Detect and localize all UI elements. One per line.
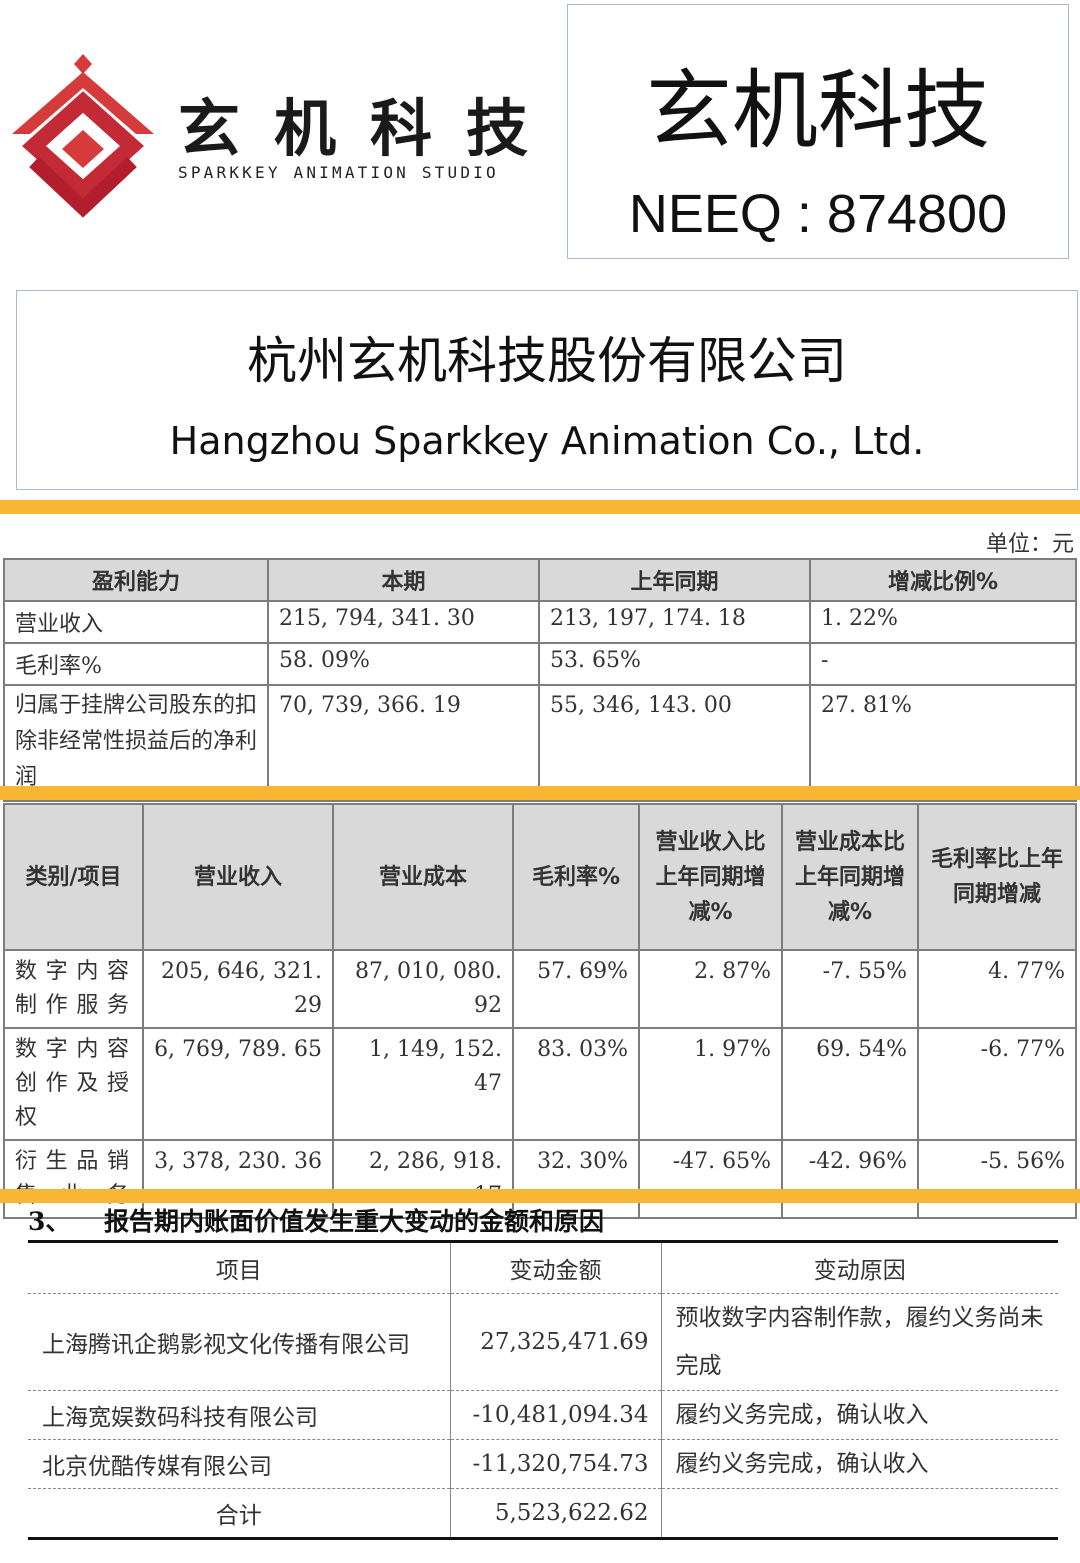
table-cell: -7. 55% xyxy=(781,949,919,1029)
table-row: 北京优酷传媒有限公司 -11,320,754.73 履约义务完成，确认收入 xyxy=(28,1439,1058,1489)
section-number: 3、 xyxy=(28,1207,71,1236)
table-row: 毛利率% 58. 09% 53. 65% - xyxy=(3,642,1077,686)
table-cell: 70, 739, 366. 19 xyxy=(267,684,540,802)
table-cell: 32. 30% xyxy=(512,1139,640,1219)
company-name-chinese: 杭州玄机科技股份有限公司 xyxy=(247,332,847,390)
company-name-box: 玄机科技 NEEQ : 874800 xyxy=(567,4,1069,259)
header-cell: 毛利率% xyxy=(512,803,640,951)
row-label: 数字内容创作及授权 xyxy=(3,1027,144,1141)
table-row: 数字内容制作服务 205, 646, 321. 29 87, 010, 080.… xyxy=(3,949,1077,1029)
stock-code: NEEQ : 874800 xyxy=(628,184,1008,244)
table-header-row: 项目 变动金额 变动原因 xyxy=(28,1241,1058,1294)
row-label: 数字内容制作服务 xyxy=(3,949,144,1029)
table-cell: 55, 346, 143. 00 xyxy=(538,684,811,802)
total-label: 合计 xyxy=(215,1503,262,1529)
table-cell: 3, 378, 230. 36 xyxy=(142,1139,334,1219)
table-cell: 205, 646, 321. 29 xyxy=(142,949,334,1029)
table-cell xyxy=(660,1488,1058,1539)
table-cell: 213, 197, 174. 18 xyxy=(538,600,811,644)
header-cell: 项目 xyxy=(28,1241,450,1294)
table-cell: 57. 69% xyxy=(512,949,640,1029)
row-label: 北京优酷传媒有限公司 xyxy=(28,1439,450,1489)
header-cell: 类别/项目 xyxy=(3,803,144,951)
table-cell: 履约义务完成，确认收入 xyxy=(660,1390,1058,1440)
table-row: 上海宽娱数码科技有限公司 -10,481,094.34 履约义务完成，确认收入 xyxy=(28,1390,1058,1440)
table-cell: 215, 794, 341. 30 xyxy=(267,600,540,644)
unit-label: 单位：元 xyxy=(985,532,1074,557)
table-cell: 83. 03% xyxy=(512,1027,640,1141)
company-name-english: Hangzhou Sparkkey Animation Co., Ltd. xyxy=(169,419,925,463)
table-cell: 1. 22% xyxy=(809,600,1077,644)
header-cell: 本期 xyxy=(267,558,540,602)
table-cell: 1, 149, 152. 47 xyxy=(332,1027,514,1141)
header-cell: 营业成本比上年同期增减% xyxy=(781,803,919,951)
total-row: 合计 5,523,622.62 xyxy=(28,1488,1058,1539)
profitability-table: 盈利能力 本期 上年同期 增减比例% 营业收入 215, 794, 341. 3… xyxy=(3,558,1077,802)
header-cell: 毛利率比上年同期增减 xyxy=(917,803,1077,951)
table-cell: 87, 010, 080. 92 xyxy=(332,949,514,1029)
table-header-row: 盈利能力 本期 上年同期 增减比例% xyxy=(3,558,1077,602)
row-label: 衍生品销售业务 xyxy=(3,1139,144,1219)
section-title: 报告期内账面价值发生重大变动的金额和原因 xyxy=(104,1207,605,1236)
table-cell: 4. 77% xyxy=(917,949,1077,1029)
header-cell: 营业收入比上年同期增减% xyxy=(638,803,783,951)
table-header-row: 类别/项目 营业收入 营业成本 毛利率% 营业收入比上年同期增减% 营业成本比上… xyxy=(3,803,1077,951)
table-cell: 69. 54% xyxy=(781,1027,919,1141)
table-cell: -10,481,094.34 xyxy=(449,1390,661,1440)
table-cell: -42. 96% xyxy=(781,1139,919,1219)
row-label: 毛利率% xyxy=(3,642,269,686)
table-cell: -6. 77% xyxy=(917,1027,1077,1141)
total-value: 5,523,622.62 xyxy=(449,1488,661,1539)
divider-bar xyxy=(0,786,1080,800)
row-label: 上海宽娱数码科技有限公司 xyxy=(28,1390,450,1440)
header-cell: 变动原因 xyxy=(660,1241,1058,1294)
table-cell: 2, 286, 918. 17 xyxy=(332,1139,514,1219)
table-row: 归属于挂牌公司股东的扣除非经常性损益后的净利润 70, 739, 366. 19… xyxy=(3,684,1077,802)
table-cell: - xyxy=(809,642,1077,686)
table-cell: 53. 65% xyxy=(538,642,811,686)
table-cell: -47. 65% xyxy=(638,1139,783,1219)
header-cell: 变动金额 xyxy=(449,1241,661,1294)
header-cell: 增减比例% xyxy=(809,558,1077,602)
table-cell: 6, 769, 789. 65 xyxy=(142,1027,334,1141)
table-cell: 27. 81% xyxy=(809,684,1077,802)
divider-bar xyxy=(0,500,1080,514)
section-heading: 3、 报告期内账面价值发生重大变动的金额和原因 xyxy=(28,1202,604,1238)
header-cell: 盈利能力 xyxy=(3,558,269,602)
table-row: 营业收入 215, 794, 341. 30 213, 197, 174. 18… xyxy=(3,600,1077,644)
row-label: 归属于挂牌公司股东的扣除非经常性损益后的净利润 xyxy=(3,684,269,802)
segment-revenue-table: 类别/项目 营业收入 营业成本 毛利率% 营业收入比上年同期增减% 营业成本比上… xyxy=(3,803,1077,1219)
short-name: 玄机科技 xyxy=(646,61,990,161)
sparkkey-logo-icon xyxy=(8,50,158,220)
company-fullname-box: 杭州玄机科技股份有限公司 Hangzhou Sparkkey Animation… xyxy=(16,290,1078,490)
table-cell: 履约义务完成，确认收入 xyxy=(660,1439,1058,1489)
header-cell: 上年同期 xyxy=(538,558,811,602)
table-row: 衍生品销售业务 3, 378, 230. 36 2, 286, 918. 17 … xyxy=(3,1139,1077,1219)
row-label: 营业收入 xyxy=(3,600,269,644)
row-label: 上海腾讯企鹅影视文化传播有限公司 xyxy=(28,1293,450,1391)
table-cell: 2. 87% xyxy=(638,949,783,1029)
table-cell: 1. 97% xyxy=(638,1027,783,1141)
table-cell: -5. 56% xyxy=(917,1139,1077,1219)
table-cell: -11,320,754.73 xyxy=(449,1439,661,1489)
divider-bar xyxy=(0,1189,1080,1203)
table-row: 数字内容创作及授权 6, 769, 789. 65 1, 149, 152. 4… xyxy=(3,1027,1077,1141)
table-row: 上海腾讯企鹅影视文化传播有限公司 27,325,471.69 预收数字内容制作款… xyxy=(28,1293,1058,1391)
book-value-change-table: 项目 变动金额 变动原因 上海腾讯企鹅影视文化传播有限公司 27,325,471… xyxy=(28,1240,1058,1540)
logo-english-text: SPARKKEY ANIMATION STUDIO xyxy=(178,163,499,182)
table-cell: 27,325,471.69 xyxy=(449,1293,661,1391)
header-cell: 营业收入 xyxy=(142,803,334,951)
logo-chinese-text: 玄机科技 xyxy=(178,92,563,165)
table-cell: 58. 09% xyxy=(267,642,540,686)
table-cell: 预收数字内容制作款，履约义务尚未完成 xyxy=(660,1293,1058,1391)
header-cell: 营业成本 xyxy=(332,803,514,951)
